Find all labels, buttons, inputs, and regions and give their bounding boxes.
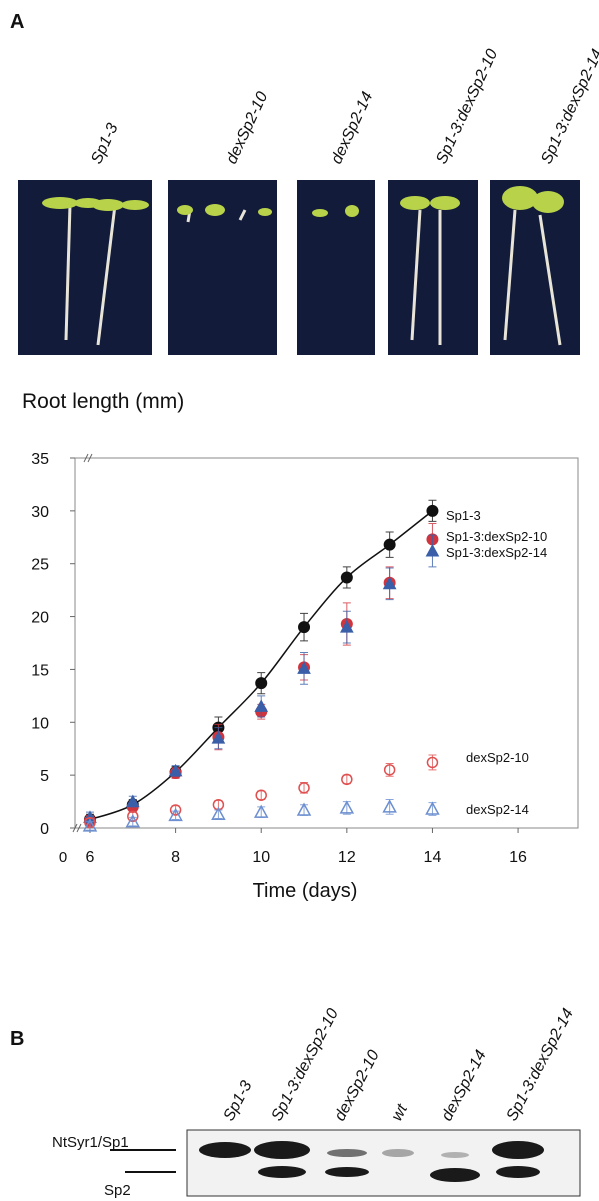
y-tick-label: 5 [40,768,49,785]
photo-label: Sp1-3:dexSp2-14 [538,47,599,167]
x-tick-label: 14 [424,849,442,866]
x-tick-label: 10 [252,849,270,866]
plot-frame [75,458,578,828]
y-tick-label: 20 [31,610,49,627]
photo [297,180,375,355]
figure: A Root length (mm) 0 Time (days) 0 5 10 15 2… [0,0,599,1201]
lane-label: Sp1-3 [221,1078,256,1124]
x-tick-label: 8 [171,849,180,866]
lane-label: dexSp2-10 [332,1047,383,1123]
x-axis-title: Time (days) [253,880,358,902]
panel-label: B [10,1028,24,1050]
y-tick-label: 10 [31,715,49,732]
point [341,572,352,583]
photo-label: dexSp2-10 [223,89,271,166]
blot [187,1130,580,1196]
y-tick-label: 0 [40,821,49,838]
panel-label: A [10,11,24,33]
lane-label: dexSp2-14 [439,1047,490,1123]
error-bar [257,791,265,799]
series-label: dexSp2-14 [466,802,529,817]
band-label: Sp2 [104,1182,131,1199]
x-tick-label: 6 [86,849,95,866]
point [426,545,438,556]
lane-label: Sp1-3:dexSp2-14 [504,1006,578,1124]
photo-label: Sp1-3:dexSp2-10 [433,47,501,167]
y-tick-label: 15 [31,662,49,679]
y-tick-label: 35 [31,451,49,468]
lane-label: Sp1-3:dexSp2-10 [269,1006,343,1124]
lane-label: wt [389,1101,412,1124]
point [299,622,310,633]
y-tick-label: 25 [31,557,49,574]
point [255,700,267,711]
fit-line [90,511,432,820]
x-tick-label: 12 [338,849,356,866]
x-origin-label: 0 [59,849,67,866]
photos [18,180,580,355]
series-label: Sp1-3:dexSp2-14 [446,545,547,560]
series-label: dexSp2-10 [466,750,529,765]
photo-label: dexSp2-14 [328,89,376,166]
point [384,539,395,550]
y-tick-label: 30 [31,504,49,521]
x-tick-label: 16 [509,849,527,866]
axis-breaks [73,454,92,832]
plot: 0 5 10 15 20 25 30 35 6 8 10 12 14 16 Sp1-3 Sp1-3:dexSp… [31,451,547,866]
series-label: Sp1-3:dexSp2-10 [446,529,547,544]
point [427,505,438,516]
chart-title: Root length (mm) [22,390,184,413]
point [256,678,267,689]
photo-label: Sp1-3 [88,121,121,167]
series-label: Sp1-3 [446,508,481,523]
error-bar [343,775,351,783]
band-label: NtSyr1/Sp1 [52,1134,129,1151]
